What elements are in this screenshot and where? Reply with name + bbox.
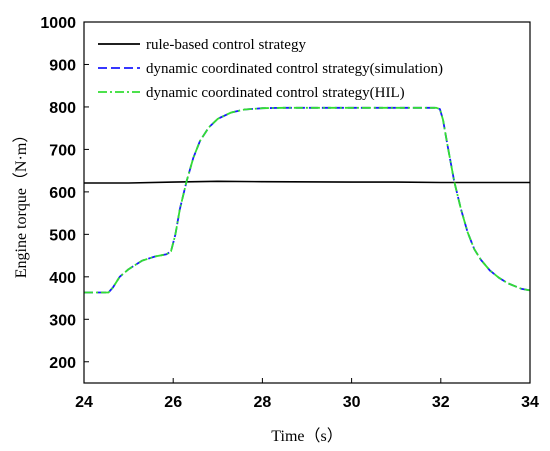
plot-frame [83,21,531,384]
legend-label-1: dynamic coordinated control strategy(sim… [146,61,443,77]
series-line-0 [84,180,530,184]
series-line-1 [84,106,531,294]
legend-label-0: rule-based control strategy [146,37,306,53]
y-tick-label: 500 [49,227,76,244]
y-tick-label: 600 [49,185,76,202]
x-tick-label: 30 [343,394,361,411]
legend: rule-based control strategy dynamic coord… [98,37,443,101]
y-tick-label: 900 [49,57,76,74]
y-tick-label: 700 [49,142,76,159]
x-tick-label: 24 [75,394,93,411]
y-tick-label: 200 [49,355,76,372]
y-axis-ticks: 200 300 400 500 600 700 800 900 1000 [40,15,89,372]
x-tick-label: 32 [432,394,450,411]
legend-label-2: dynamic coordinated control strategy(HIL… [146,85,405,101]
y-tick-label: 400 [49,270,76,287]
y-tick-label: 1000 [40,15,76,32]
x-tick-label: 34 [521,394,539,411]
x-axis-title: Time（s） [271,427,342,445]
series-layer [84,106,531,294]
y-axis-title: Engine torque（N·m） [12,127,30,279]
series-line-2 [84,106,531,294]
x-tick-label: 28 [254,394,272,411]
y-tick-label: 300 [49,312,76,329]
y-tick-label: 800 [49,100,76,117]
x-tick-label: 26 [164,394,182,411]
